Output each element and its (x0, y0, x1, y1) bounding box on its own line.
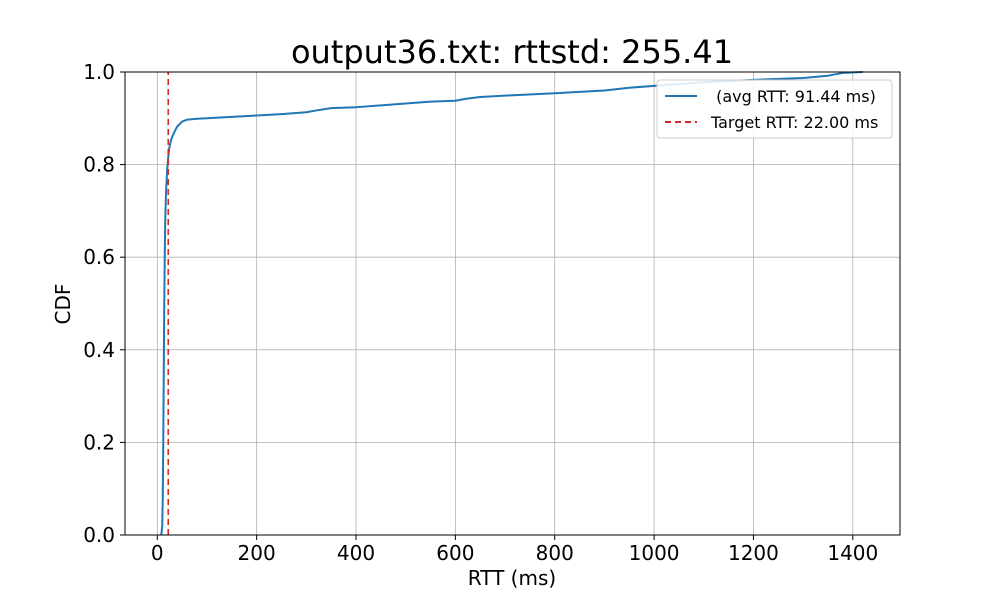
rtt-cdf-line (160, 71, 863, 536)
plot-frame (124, 71, 901, 536)
y-tick-label: 1.0 (83, 60, 115, 84)
x-tick-label: 800 (536, 541, 574, 565)
x-tick-label: 0 (151, 541, 164, 565)
y-tick-label: 0.4 (83, 338, 115, 362)
x-tick-label: 400 (337, 541, 375, 565)
x-tick-label: 600 (436, 541, 474, 565)
y-tick-label: 0.6 (83, 245, 115, 269)
y-tick-label: 0.8 (83, 153, 115, 177)
grid-lines (125, 71, 900, 536)
x-axis-ticks: 0 200 400 600 800 1000 1200 1400 (151, 535, 878, 565)
x-tick-label: 1000 (629, 541, 680, 565)
x-tick-label: 1200 (728, 541, 779, 565)
x-tick-label: 1400 (827, 541, 878, 565)
chart-title: output36.txt: rttstd: 255.41 (291, 33, 733, 71)
x-tick-label: 200 (238, 541, 276, 565)
legend: (avg RTT: 91.44 ms) Target RTT: 22.00 ms (656, 79, 893, 139)
series-layer (160, 71, 863, 536)
y-tick-label: 0.2 (83, 430, 115, 454)
y-axis-ticks: 0.0 0.2 0.4 0.6 0.8 1.0 (83, 60, 125, 547)
y-tick-label: 0.0 (83, 523, 115, 547)
y-axis-label: CDF (51, 284, 75, 325)
legend-entry-label: Target RTT: 22.00 ms (710, 113, 878, 132)
legend-box (656, 79, 893, 139)
legend-entry-label: (avg RTT: 91.44 ms) (711, 87, 876, 106)
x-axis-label: RTT (ms) (468, 566, 556, 590)
